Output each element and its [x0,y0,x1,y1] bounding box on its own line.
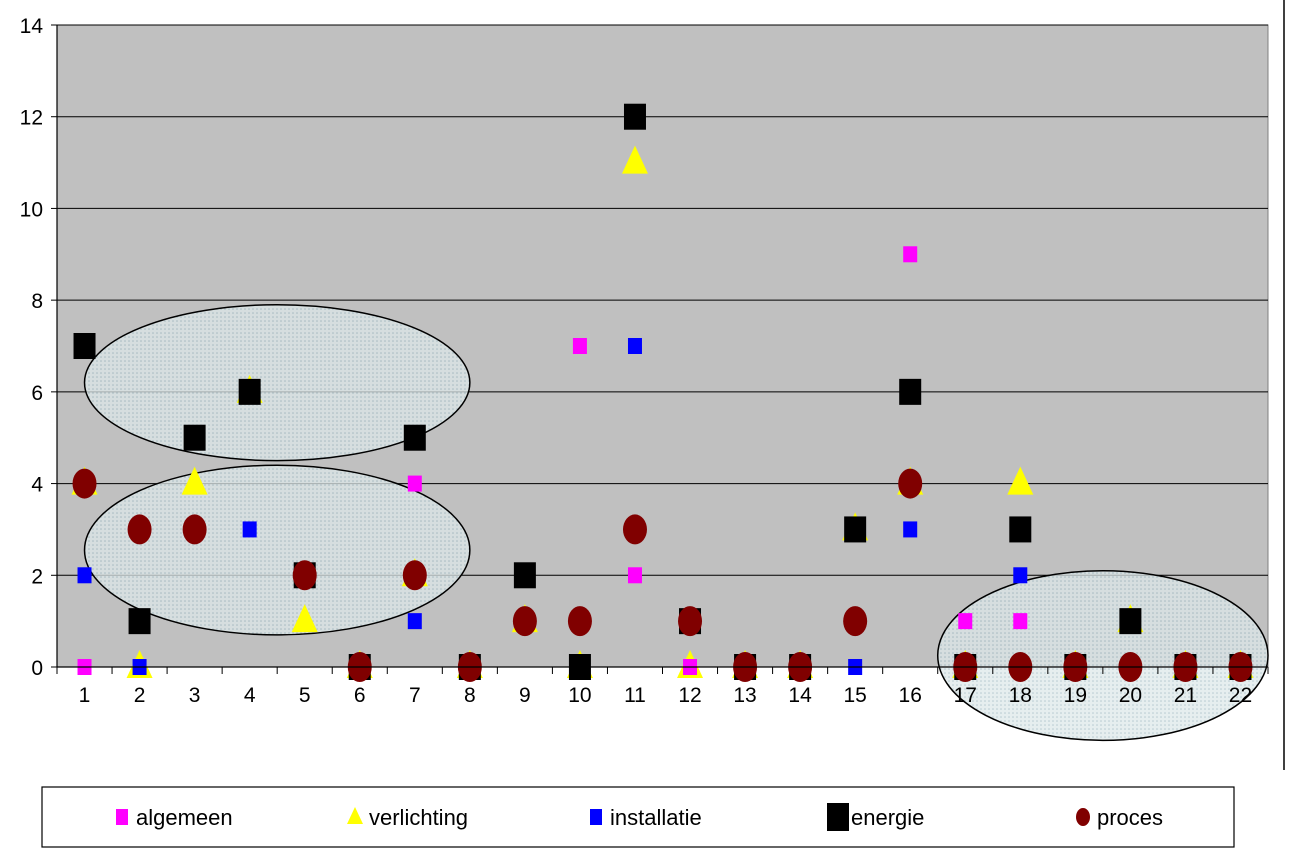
proces-point [843,606,868,637]
energie-point [73,333,96,359]
proces-point [182,514,207,545]
highlight-ellipses [83,303,1269,742]
energie-point [238,378,261,405]
y-tick-label: 8 [31,290,43,313]
installatie-point [1013,567,1028,584]
x-tick-label: 4 [244,684,256,707]
y-tick-label: 4 [31,474,43,497]
x-tick-label: 19 [1064,684,1087,707]
x-tick-label: 13 [733,684,756,707]
x-tick-label: 20 [1119,684,1142,707]
verlichting-point [291,604,318,633]
legend-marker [116,809,128,825]
installatie-point [627,338,642,354]
y-tick-label: 2 [31,565,43,588]
algemeen-point [958,613,973,630]
energie-point [403,424,426,451]
legend: algemeen verlichting installatie energie pro… [41,786,1235,848]
energie-point [128,608,151,635]
x-tick-label: 2 [134,684,146,707]
verlichting-point [181,466,208,495]
highlight-ellipse [936,569,1269,742]
y-tick-label: 6 [31,382,43,405]
proces-point [402,560,427,591]
legend-label-verlichting: verlichting [369,805,468,830]
energie-point [623,103,646,130]
proces-point [512,606,537,637]
legend-label-installatie: installatie [610,805,702,830]
energie-point [844,516,867,543]
energie-point [899,378,922,405]
installatie-point [407,613,422,630]
series-algemeen [77,246,1028,675]
algemeen-point [627,567,642,584]
proces-point [72,468,97,499]
installatie-point [77,567,92,584]
legend-marker [1076,808,1090,826]
legend-marker [827,803,849,831]
legend-label-energie: energie [851,805,924,830]
x-tick-label: 17 [954,684,977,707]
highlight-ellipse [83,464,471,636]
y-tick-label: 14 [20,15,44,38]
x-tick-label: 21 [1174,684,1197,707]
x-tick-label: 11 [624,684,646,707]
algemeen-point [1013,613,1028,630]
algemeen-point [903,246,918,263]
proces-point [898,468,923,499]
highlight-ellipse [83,303,471,462]
x-tick-label: 6 [354,684,366,707]
algemeen-point [407,475,422,492]
x-tick-label: 14 [788,684,812,707]
y-tick-label: 0 [31,657,43,680]
x-tick-label: 1 [79,684,91,707]
legend-marker [590,809,602,825]
proces-point [567,606,592,637]
verlichting-point [621,145,648,174]
energie-point [513,562,536,589]
x-tick-label: 12 [678,684,701,707]
installatie-point [242,521,257,538]
installatie-point [903,521,918,538]
x-tick-label: 16 [899,684,922,707]
x-tick-label: 15 [843,684,866,707]
y-tick-label: 12 [20,107,43,130]
proces-point [622,514,647,545]
x-tick-label: 8 [464,684,476,707]
proces-point [127,514,152,545]
algemeen-point [572,338,587,354]
verlichting-point [1007,466,1034,495]
x-tick-label: 5 [299,684,311,707]
proces-point [292,560,317,591]
x-tick-label: 3 [189,684,201,707]
energie-point [183,424,206,451]
legend-label-proces: proces [1097,805,1163,830]
x-tick-label: 18 [1009,684,1032,707]
x-tick-label: 10 [568,684,591,707]
energie-point [1009,516,1032,543]
proces-point [678,606,703,637]
x-tick-label: 7 [409,684,421,707]
energie-point [1119,608,1142,635]
legend-label-algemeen: algemeen [136,805,233,830]
x-tick-label: 22 [1229,684,1252,707]
x-tick-label: 9 [519,684,531,707]
y-tick-label: 10 [20,198,43,221]
legend-box [41,786,1235,848]
legend-marker [347,807,363,824]
